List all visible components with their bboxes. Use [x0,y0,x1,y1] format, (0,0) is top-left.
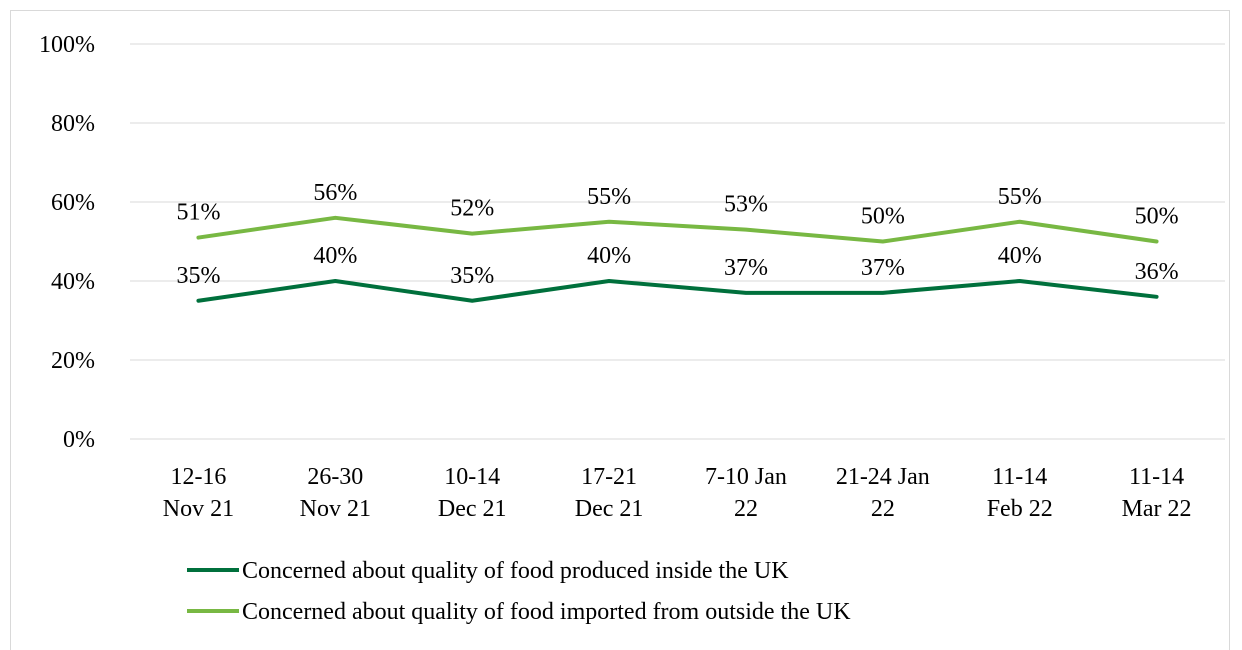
data-label: 35% [450,263,494,289]
data-label: 36% [1135,259,1179,285]
series-lines [196,215,1159,303]
y-axis-ticks: 0% 20% 40% 60% 80% 100% [39,32,95,453]
data-label: 52% [450,196,494,222]
series-line-1 [196,279,1159,303]
gridlines [130,43,1225,440]
data-label: 37% [861,255,905,281]
legend-label: Concerned about quality of food imported… [242,599,851,625]
x-tick-label: 10-14 Dec 21 [438,464,507,522]
legend-label: Concerned about quality of food produced… [242,558,789,584]
data-labels: 35% 40% 35% 40% 37% 37% 40% 36% 51% 56% 52% 55% 53% 5… [176,180,1178,289]
y-tick-label: 40% [51,269,95,295]
legend: Concerned about quality of food produced… [187,558,851,625]
y-tick-label: 0% [63,427,95,453]
data-label: 35% [176,263,220,289]
data-label: 50% [861,204,905,230]
data-label: 55% [998,184,1042,210]
data-label: 40% [313,243,357,269]
data-label: 50% [1135,204,1179,230]
data-label: 55% [587,184,631,210]
y-tick-label: 60% [51,190,95,216]
x-tick-label: 7-10 Jan 22 [705,464,787,522]
y-tick-label: 20% [51,348,95,374]
chart-frame [10,10,1230,650]
data-label: 51% [176,200,220,226]
x-tick-label: 26-30 Nov 21 [300,464,371,522]
data-label: 56% [313,180,357,206]
x-tick-label: 12-16 Nov 21 [163,464,234,522]
x-tick-label: 11-14 Mar 22 [1122,464,1192,522]
series-line-2 [196,215,1159,244]
y-tick-label: 100% [39,32,95,58]
x-tick-label: 11-14 Feb 22 [987,464,1053,522]
x-tick-label: 21-24 Jan 22 [836,464,930,522]
data-label: 37% [724,255,768,281]
data-label: 40% [998,243,1042,269]
data-label: 40% [587,243,631,269]
x-tick-label: 17-21 Dec 21 [575,464,644,522]
x-axis-ticks: 12-16 Nov 21 26-30 Nov 21 10-14 Dec 21 17-21 De… [163,464,1192,522]
data-label: 53% [724,192,768,218]
y-tick-label: 80% [51,111,95,137]
